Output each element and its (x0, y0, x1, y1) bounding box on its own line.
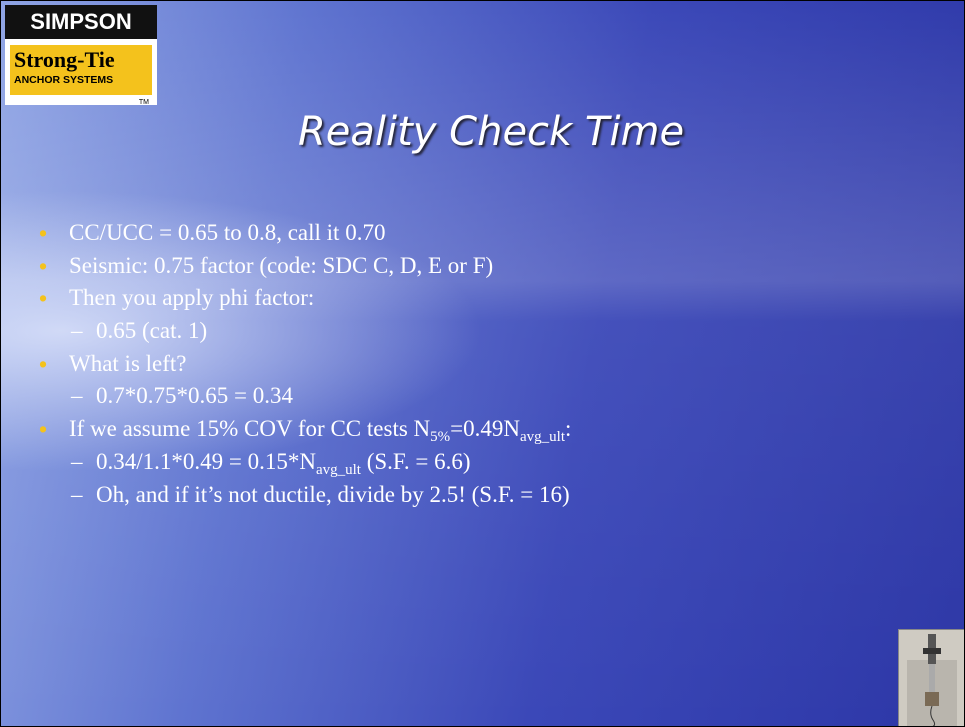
bullet: What is left? (39, 348, 571, 381)
bullet: Seismic: 0.75 factor (code: SDC C, D, E … (39, 250, 571, 283)
text-run: What is left? (69, 351, 187, 376)
text-run: Seismic: 0.75 factor (code: SDC C, D, E … (69, 253, 493, 278)
sub-bullet: 0.7*0.75*0.65 = 0.34 (39, 380, 571, 413)
bullet: CC/UCC = 0.65 to 0.8, call it 0.70 (39, 217, 571, 250)
bullet-list: CC/UCC = 0.65 to 0.8, call it 0.70 Seismi… (39, 217, 571, 511)
text-run: Then you apply phi factor: (69, 285, 314, 310)
text-run: =0.49N (450, 416, 520, 441)
slide: SIMPSON Strong-Tie ANCHOR SYSTEMS TM Rea… (0, 0, 965, 727)
bullet: If we assume 15% COV for CC tests N5%=0.… (39, 413, 571, 446)
text-run: : (565, 416, 571, 441)
text-run: If we assume 15% COV for CC tests N (69, 416, 430, 441)
logo-mark: TM (139, 99, 149, 106)
bullet: Then you apply phi factor: (39, 282, 571, 315)
slide-title: Reality Check Time (161, 109, 821, 155)
text-run: (S.F. = 6.6) (361, 449, 471, 474)
sub-bullet: Oh, and if it’s not ductile, divide by 2… (39, 479, 571, 512)
logo-box: Strong-Tie ANCHOR SYSTEMS (10, 45, 152, 95)
text-run: 0.34/1.1*0.49 = 0.15*N (96, 449, 316, 474)
logo: SIMPSON Strong-Tie ANCHOR SYSTEMS TM (5, 5, 157, 105)
subscript: avg_ult (316, 462, 361, 478)
logo-brand: SIMPSON (5, 5, 157, 39)
logo-name: Strong-Tie (14, 47, 115, 73)
text-run: CC/UCC = 0.65 to 0.8, call it 0.70 (69, 220, 385, 245)
sub-bullet: 0.65 (cat. 1) (39, 315, 571, 348)
text-run: 0.65 (cat. 1) (96, 318, 207, 343)
text-run: 0.7*0.75*0.65 = 0.34 (96, 383, 293, 408)
logo-tagline: ANCHOR SYSTEMS (14, 74, 113, 86)
sub-bullet: 0.34/1.1*0.49 = 0.15*Navg_ult (S.F. = 6.… (39, 446, 571, 479)
text-run: Oh, and if it’s not ductile, divide by 2… (96, 482, 570, 507)
subscript: avg_ult (520, 429, 565, 445)
subscript: 5% (430, 429, 450, 445)
anchor-photo (898, 629, 965, 727)
